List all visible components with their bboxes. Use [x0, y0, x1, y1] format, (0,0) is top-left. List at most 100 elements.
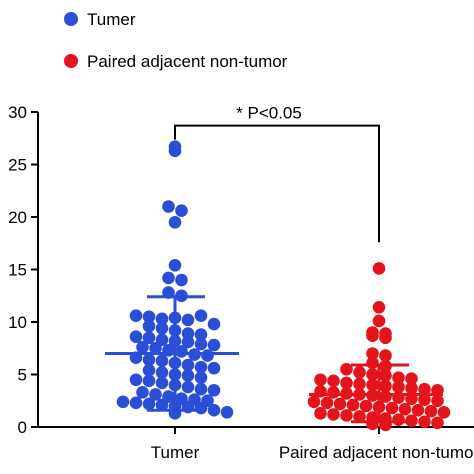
data-point [136, 386, 149, 399]
data-point [379, 349, 392, 362]
data-point [116, 395, 130, 409]
data-points [116, 140, 451, 432]
data-point [194, 382, 208, 396]
data-point [398, 402, 412, 416]
data-point [142, 353, 156, 367]
data-point [366, 329, 379, 342]
data-point [372, 314, 386, 328]
data-point [194, 328, 208, 341]
data-point [405, 381, 418, 395]
data-point [155, 366, 169, 379]
data-point [142, 374, 156, 388]
data-point [340, 362, 353, 376]
y-tick-label: 15 [8, 261, 27, 280]
data-point [181, 358, 195, 372]
y-tick-label: 30 [8, 103, 27, 122]
data-point [411, 403, 425, 417]
data-point [372, 262, 386, 275]
data-point [207, 317, 221, 331]
data-point [142, 319, 156, 333]
x-category-label-tumer: Tumer [151, 443, 200, 462]
y-axis: 0 5 10 15 20 25 30 [8, 103, 39, 437]
data-point [168, 259, 182, 272]
data-point [181, 380, 195, 394]
data-point [405, 414, 418, 428]
data-point [207, 361, 221, 375]
y-tick-label: 0 [18, 418, 27, 437]
data-point [194, 337, 208, 351]
data-point [366, 417, 379, 431]
data-point [162, 271, 175, 285]
data-point [366, 356, 379, 370]
data-point [181, 335, 195, 349]
data-point [155, 376, 169, 390]
data-point [194, 371, 208, 384]
data-point [424, 404, 438, 418]
y-tick-label: 10 [8, 313, 27, 332]
data-point [405, 372, 418, 386]
data-point [418, 415, 431, 429]
data-point [142, 364, 156, 377]
summary-bars [105, 295, 443, 424]
data-point [437, 406, 451, 419]
data-point [385, 401, 399, 415]
data-point [366, 347, 379, 360]
data-point [372, 301, 386, 314]
data-point [314, 407, 327, 420]
data-point [129, 396, 143, 410]
data-point [149, 388, 162, 401]
data-point [366, 378, 379, 392]
data-point [340, 376, 353, 390]
data-point [142, 310, 156, 324]
data-point [320, 396, 334, 410]
data-point [220, 406, 234, 419]
data-point [194, 401, 208, 415]
data-point [168, 215, 182, 229]
data-point [353, 366, 366, 379]
significance-line [174, 124, 380, 243]
data-point [418, 382, 431, 396]
data-point [307, 395, 321, 409]
data-point [379, 390, 392, 403]
data-point [142, 331, 156, 345]
data-point [155, 398, 169, 412]
data-point [207, 338, 221, 352]
data-point [333, 397, 347, 411]
x-category-label-non-tumor: Paired adjacent non-tumor [279, 443, 474, 462]
data-point [327, 408, 340, 421]
data-point [340, 409, 353, 422]
data-point [168, 144, 182, 158]
x-axis: Tumer Paired adjacent non-tumor [37, 426, 474, 462]
data-point [314, 373, 327, 387]
data-point [207, 383, 221, 397]
data-point [181, 369, 195, 382]
legend: Tumer Paired adjacent non-tumor [64, 10, 288, 71]
y-tick-label: 5 [18, 366, 27, 385]
significance-label: * P<0.05 [236, 104, 302, 123]
data-point [353, 377, 366, 391]
data-point [155, 354, 169, 368]
legend-marker-non-tumor [64, 54, 78, 68]
data-point [207, 403, 221, 417]
data-point [392, 371, 405, 384]
data-point [346, 398, 360, 412]
data-point [379, 331, 392, 345]
data-point [194, 309, 208, 323]
data-point [129, 330, 143, 344]
significance-bracket: * P<0.05 [174, 104, 380, 243]
legend-label-non-tumor: Paired adjacent non-tumor [87, 52, 288, 71]
data-point [201, 349, 214, 362]
legend-label-tumer: Tumer [87, 10, 136, 29]
data-point [175, 345, 188, 358]
data-point [418, 393, 431, 407]
data-point [149, 341, 162, 355]
data-point [181, 313, 195, 327]
data-point [136, 340, 149, 354]
data-point [431, 416, 444, 430]
data-point [155, 322, 169, 335]
data-point [392, 413, 405, 426]
data-point [379, 369, 392, 382]
y-tick-label: 25 [8, 156, 27, 175]
data-point [431, 394, 444, 408]
data-point [129, 309, 143, 323]
